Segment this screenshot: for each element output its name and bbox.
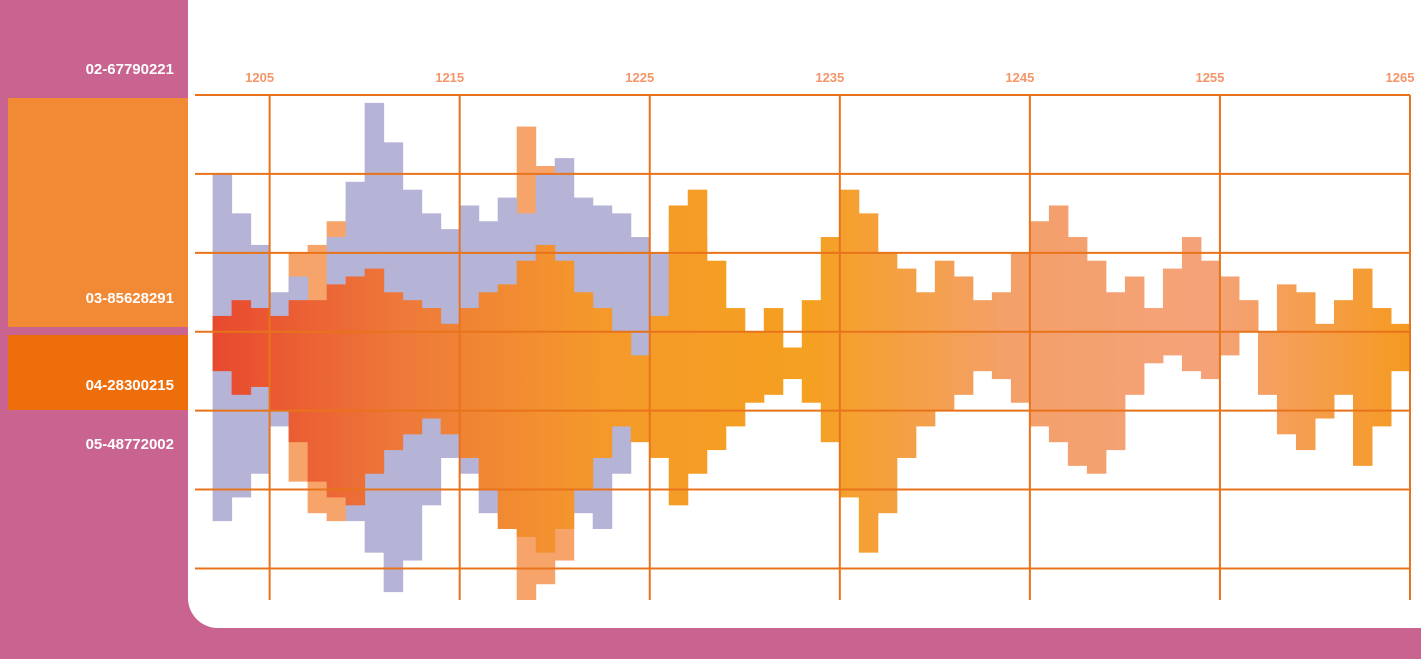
- wave-bar: [953, 276, 974, 395]
- sidebar-item[interactable]: 05-48772002: [8, 416, 188, 578]
- wave-bar: [1257, 331, 1278, 395]
- wave-bar: [573, 292, 594, 490]
- wave-bar: [1371, 308, 1392, 427]
- sidebar-item[interactable]: 03-85628291: [8, 98, 188, 327]
- wave-bar: [820, 237, 841, 443]
- bottom-bar: [30, 628, 602, 659]
- wave-bar: [1105, 292, 1126, 451]
- wave-bar: [1048, 205, 1069, 443]
- wave-bar: [554, 260, 575, 529]
- wave-bar: [668, 205, 689, 506]
- wave-bar: [1219, 276, 1240, 356]
- x-tick-label: 1215: [435, 70, 464, 85]
- wave-bar: [1276, 284, 1297, 435]
- wave-bar: [250, 308, 271, 387]
- wave-bar: [1295, 292, 1316, 451]
- wave-bar: [858, 213, 879, 553]
- x-tick-label: 1245: [1005, 70, 1034, 85]
- wave-bar: [744, 331, 765, 403]
- wave-bar: [307, 300, 328, 482]
- wave-bar: [1010, 252, 1031, 403]
- wave-bar: [1314, 323, 1335, 419]
- x-tick-label: 1235: [815, 70, 844, 85]
- wave-bar: [915, 292, 936, 427]
- wave-bar: [877, 252, 898, 514]
- wave-bar: [478, 292, 499, 490]
- wave-bar: [497, 284, 518, 529]
- wave-bar: [934, 260, 955, 411]
- wave-bar: [839, 189, 860, 498]
- wave-bar: [801, 300, 822, 403]
- wave-bar: [212, 315, 233, 372]
- wave-bar: [1086, 260, 1107, 474]
- wave-bar: [630, 355, 651, 443]
- wave-bar: [516, 260, 537, 537]
- wave-bar: [535, 244, 556, 553]
- wave-bar: [326, 284, 347, 498]
- wave-bar: [1352, 268, 1373, 466]
- wave-bar: [1124, 276, 1145, 395]
- x-tick-label: 1225: [625, 70, 654, 85]
- wave-bar: [1067, 237, 1088, 466]
- x-tick-label: 1255: [1195, 70, 1224, 85]
- wave-bar: [402, 300, 423, 435]
- wave-bar: [459, 308, 480, 458]
- x-tick-label: 1265: [1386, 70, 1415, 85]
- wave-bar: [269, 315, 290, 411]
- wave-bar: [1390, 323, 1411, 372]
- wave-bar: [1029, 221, 1050, 427]
- wave-bar: [1181, 237, 1202, 372]
- wave-bar: [1238, 300, 1259, 332]
- wave-bar: [763, 308, 784, 395]
- wave-bar: [725, 308, 746, 427]
- x-tick-label: 1205: [245, 70, 274, 85]
- wave-bar: [706, 260, 727, 451]
- wave-bar: [288, 300, 309, 443]
- sidebar-item[interactable]: 04-28300215: [8, 335, 188, 410]
- wave-bar: [421, 308, 442, 419]
- wave-bar: [345, 276, 366, 506]
- wave-bar: [649, 315, 670, 458]
- wave-bar: [896, 268, 917, 458]
- wave-bar: [592, 308, 613, 458]
- wave-bar: [364, 268, 385, 474]
- wave-bar: [972, 300, 993, 372]
- wave-bar: [1333, 300, 1354, 395]
- wave-bar: [782, 347, 803, 380]
- wave-bar: [991, 292, 1012, 380]
- wave-bar: [611, 331, 632, 427]
- wave-bar: [440, 323, 461, 435]
- wave-bar: [231, 300, 252, 395]
- sidebar-item[interactable]: 02-67790221: [8, 0, 188, 88]
- wave-bar: [1143, 308, 1164, 364]
- bottom-bar: [610, 628, 1410, 659]
- wave-bar: [383, 292, 404, 451]
- wave-bar: [1200, 260, 1221, 380]
- wave-bar: [1162, 268, 1183, 356]
